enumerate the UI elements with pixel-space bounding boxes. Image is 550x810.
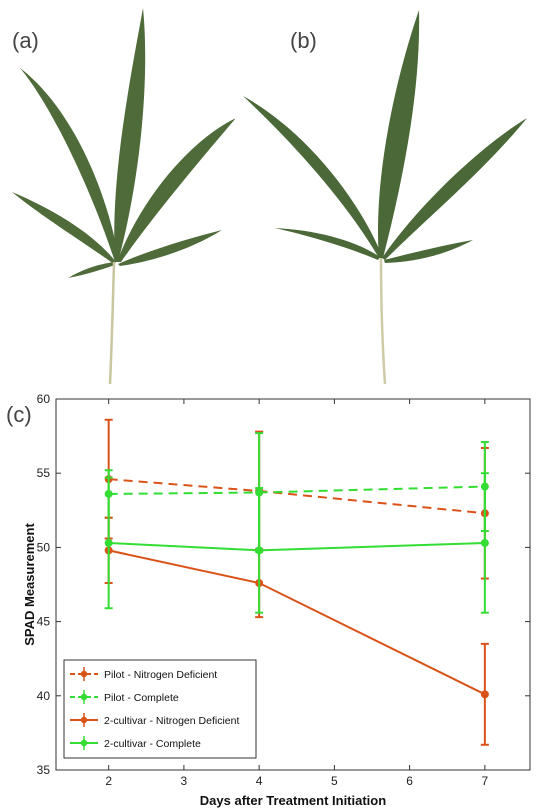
series-line-0 (108, 478, 485, 515)
leaf-a-stem (108, 261, 116, 385)
y-tick-label: 35 (37, 763, 51, 777)
legend-entry-label: 2-cultivar - Complete (104, 738, 201, 750)
legend-entry-label: Pilot - Nitrogen Deficient (104, 669, 217, 681)
leaf-image-b (243, 10, 527, 385)
data-point (480, 538, 489, 547)
leaf-image-a (12, 8, 235, 385)
series-line-3 (108, 541, 485, 552)
legend-entry-label: 2-cultivar - Nitrogen Deficient (104, 715, 239, 727)
panel-label-b: (b) (290, 28, 317, 53)
series-layer (104, 418, 489, 746)
y-tick-label: 45 (37, 615, 51, 629)
data-point (255, 546, 264, 555)
panel-label-a: (a) (12, 28, 39, 53)
data-point (104, 538, 113, 547)
legend-marker (80, 739, 88, 747)
x-tick-label: 7 (482, 774, 489, 788)
leaf-a-leaflets (12, 8, 235, 278)
y-tick-label: 50 (37, 540, 51, 554)
x-tick-label: 5 (331, 774, 338, 788)
y-axis-title: SPAD Measurement (22, 523, 37, 646)
data-point (480, 690, 489, 699)
legend-layer: Pilot - Nitrogen Deficient Pilot - Comple… (63, 659, 257, 759)
legend-marker (80, 716, 88, 724)
leaf-b-leaflets (243, 10, 527, 263)
panel-label-c: (c) (6, 402, 32, 427)
y-tick-label: 55 (37, 466, 51, 480)
legend-marker (80, 670, 88, 678)
x-tick-label: 4 (256, 774, 263, 788)
y-tick-label: 40 (37, 689, 51, 703)
legend-marker (80, 693, 88, 701)
legend-entry-label: Pilot - Complete (104, 692, 179, 704)
y-tick-label: 60 (37, 392, 51, 406)
x-axis-title: Days after Treatment Initiation (200, 793, 386, 808)
x-tick-label: 3 (181, 774, 188, 788)
legend-box (63, 659, 257, 759)
x-tick-label: 6 (406, 774, 413, 788)
leaf-b-stem (379, 257, 387, 385)
plot-frame (55, 398, 531, 771)
series-line-1 (108, 485, 485, 495)
x-tick-label: 2 (105, 774, 112, 788)
